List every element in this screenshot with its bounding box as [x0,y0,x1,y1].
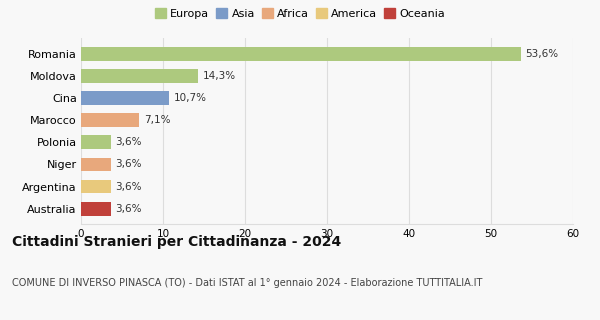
Text: 3,6%: 3,6% [115,159,142,169]
Text: COMUNE DI INVERSO PINASCA (TO) - Dati ISTAT al 1° gennaio 2024 - Elaborazione TU: COMUNE DI INVERSO PINASCA (TO) - Dati IS… [12,278,482,288]
Bar [81,202,110,216]
Bar [81,69,198,83]
Text: 3,6%: 3,6% [115,181,142,192]
Bar [81,157,110,171]
Bar [81,47,521,60]
Text: Cittadini Stranieri per Cittadinanza - 2024: Cittadini Stranieri per Cittadinanza - 2… [12,235,341,249]
Text: 53,6%: 53,6% [526,49,559,59]
Bar [81,91,169,105]
Text: 3,6%: 3,6% [115,137,142,147]
Text: 10,7%: 10,7% [173,93,206,103]
Text: 14,3%: 14,3% [203,71,236,81]
Bar [81,135,110,149]
Legend: Europa, Asia, Africa, America, Oceania: Europa, Asia, Africa, America, Oceania [152,5,448,21]
Text: 3,6%: 3,6% [115,204,142,214]
Bar [81,113,139,127]
Text: 7,1%: 7,1% [144,115,170,125]
Bar [81,180,110,193]
